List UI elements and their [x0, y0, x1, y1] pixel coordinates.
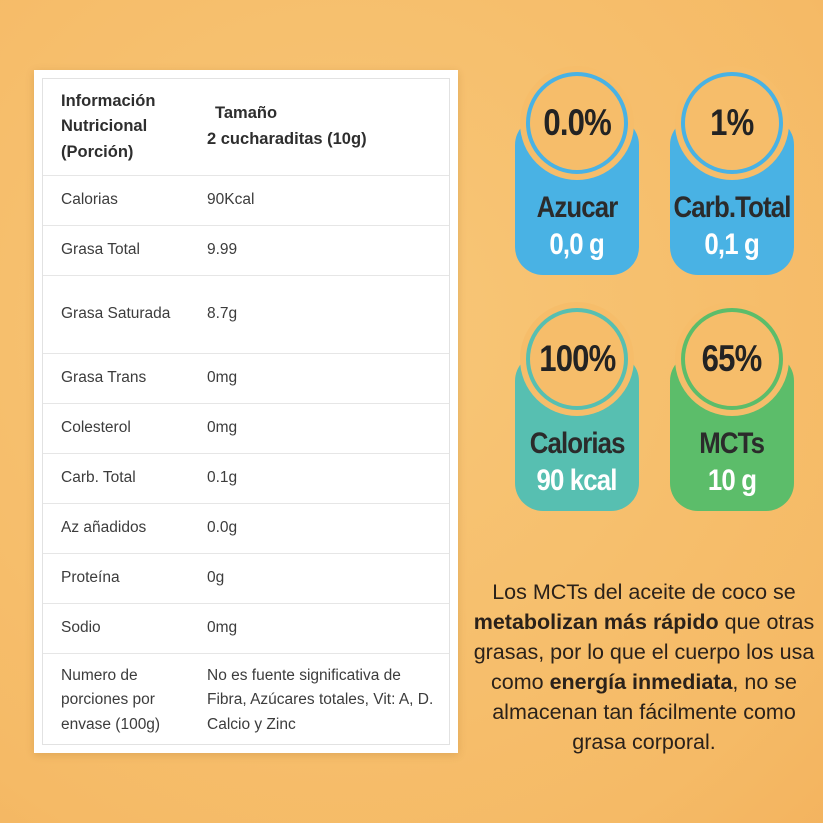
table-row: Colesterol 0mg — [43, 403, 449, 453]
table-header-row: Información Nutricional (Porción) Tamaño… — [43, 79, 449, 175]
row-label: Az añadidos — [61, 519, 147, 537]
mct-description-part1: Los MCTs del aceite de coco se — [492, 580, 796, 604]
table-row: Carb. Total 0.1g — [43, 453, 449, 503]
table-row: Sodio 0mg — [43, 603, 449, 653]
mct-description: Los MCTs del aceite de coco se metaboliz… — [468, 577, 820, 757]
badge-value: 90 kcal — [536, 464, 618, 497]
row-value: 8.7g — [207, 305, 238, 323]
badge-percent: 0.0% — [543, 102, 611, 143]
badge-percent: 100% — [538, 338, 616, 379]
row-label: Proteína — [61, 569, 120, 587]
badge-percent-circle: 0.0% — [526, 72, 628, 174]
row-value: 0.1g — [207, 469, 238, 487]
mct-description-bold2: energía inmediata — [549, 670, 733, 694]
header-info-label: Información Nutricional (Porción) — [61, 91, 156, 161]
badge-percent-circle: 100% — [526, 308, 628, 410]
badge-azucar: Azucar 0,0 g 0.0% — [515, 72, 639, 275]
row-label: Grasa Total — [61, 241, 140, 259]
row-label: Grasa Trans — [61, 369, 147, 387]
badge-value: 0,0 g — [549, 228, 605, 261]
mct-description-part2: que otras grasas, por lo que el cuerpo l… — [473, 610, 815, 694]
table-row: Grasa Saturada 8.7g — [43, 275, 449, 353]
serving-size-title: Tamaño — [215, 104, 278, 123]
badge-percent-circle: 65% — [681, 308, 783, 410]
table-row: Calorias 90Kcal — [43, 175, 449, 225]
row-label: Grasa Saturada — [61, 305, 171, 323]
row-value: 9.99 — [207, 241, 238, 259]
badge-label: Carb.Total — [673, 190, 791, 224]
badge-percent: 65% — [702, 338, 763, 379]
mct-description-part3: , no se almacenan tan fácilmente como gr… — [492, 670, 797, 754]
badge-value: 0,1 g — [704, 228, 760, 261]
badge-carb-total: Carb.Total 0,1 g 1% — [670, 72, 794, 275]
badge-label: MCTs — [699, 426, 766, 460]
row-value: 90Kcal — [207, 191, 255, 209]
row-label: Sodio — [61, 619, 101, 637]
row-value: 0mg — [207, 619, 238, 637]
badge-percent-circle: 1% — [681, 72, 783, 174]
badge-value: 10 g — [707, 464, 757, 497]
nutrition-card: Información Nutricional (Porción) Tamaño… — [34, 70, 458, 753]
badge-label: Azucar — [536, 190, 619, 224]
row-label: Numero de porciones por envase (100g) — [61, 667, 161, 733]
badge-mcts: MCTs 10 g 65% — [670, 308, 794, 511]
mct-description-bold1: metabolizan más rápido — [473, 610, 719, 634]
row-label: Calorias — [61, 191, 118, 209]
badge-percent: 1% — [710, 102, 754, 143]
row-value: No es fuente significativa de Fibra, Azú… — [207, 667, 434, 733]
table-row: Numero de porciones por envase (100g) No… — [43, 653, 449, 747]
table-row: Proteína 0g — [43, 553, 449, 603]
badge-label: Calorias — [529, 426, 626, 460]
badge-calorias: Calorias 90 kcal 100% — [515, 308, 639, 511]
row-label: Carb. Total — [61, 469, 136, 487]
row-value: 0mg — [207, 369, 238, 387]
row-value: 0.0g — [207, 519, 238, 537]
header-serving-size: Tamaño 2 cucharaditas (10g) — [195, 101, 449, 152]
row-value: 0g — [207, 569, 225, 587]
nutrition-table: Información Nutricional (Porción) Tamaño… — [42, 78, 450, 745]
table-row: Grasa Trans 0mg — [43, 353, 449, 403]
row-value: 0mg — [207, 419, 238, 437]
table-row: Grasa Total 9.99 — [43, 225, 449, 275]
serving-size-value: 2 cucharaditas (10g) — [207, 130, 367, 148]
table-row: Az añadidos 0.0g — [43, 503, 449, 553]
row-label: Colesterol — [61, 419, 131, 437]
